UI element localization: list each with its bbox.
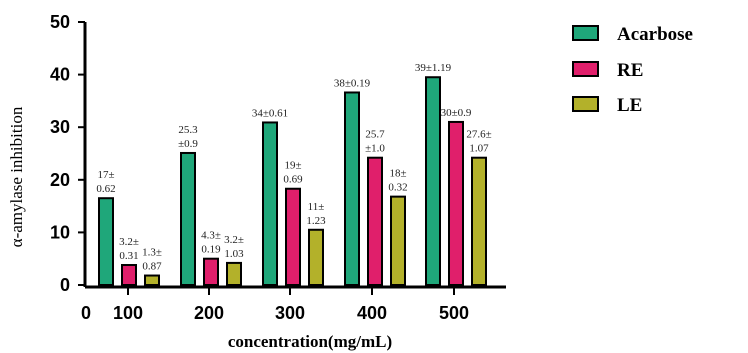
data-label: 39±1.19 <box>415 62 452 74</box>
y-tick-label: 50 <box>50 12 70 32</box>
data-label: 27.6± <box>466 129 491 141</box>
data-label: 19± <box>284 160 301 172</box>
data-label: 34±0.61 <box>252 107 288 119</box>
bar-le-300 <box>308 228 324 287</box>
data-label: 1.3± <box>142 247 162 259</box>
bar-acarbose-400 <box>344 91 360 287</box>
data-label: 17± <box>97 169 114 181</box>
data-label: 30±0.9 <box>441 107 472 119</box>
bar-acarbose-500 <box>425 76 441 287</box>
data-label: 38±0.19 <box>334 77 371 89</box>
legend-label-re: RE <box>617 60 643 81</box>
x-axis-title: concentration(mg/mL) <box>228 332 392 351</box>
y-tick-label: 0 <box>60 275 70 295</box>
y-tick-label: 40 <box>50 65 70 85</box>
data-label: 25.7 <box>365 129 385 141</box>
legend-label-le: LE <box>617 95 642 116</box>
y-tick-label: 10 <box>50 222 70 242</box>
legend-label-acarbose: Acarbose <box>617 24 693 45</box>
x-tick-label: 200 <box>194 303 224 323</box>
x-tick-label: 500 <box>439 303 469 323</box>
bars-layer <box>98 76 487 287</box>
bar-re-300 <box>285 187 301 287</box>
x-tick-label: 400 <box>357 303 387 323</box>
bar-le-200 <box>226 261 242 286</box>
data-label: 0.32 <box>388 182 407 194</box>
x-tick-label: 300 <box>275 303 305 323</box>
y-tick-label: 20 <box>50 170 70 190</box>
bar-le-400 <box>390 195 406 286</box>
bar-acarbose-100 <box>98 197 114 287</box>
bar-re-500 <box>448 120 464 286</box>
legend-swatch-le <box>572 96 599 112</box>
y-ticks: 0 10 20 30 40 50 <box>50 12 85 295</box>
x-tick-label: 100 <box>113 303 143 323</box>
data-label: ±0.9 <box>178 138 198 150</box>
data-label: 3.2± <box>119 236 139 248</box>
data-label: ±1.0 <box>365 143 385 155</box>
bar-le-100 <box>144 274 160 287</box>
data-label: 3.2± <box>224 234 244 246</box>
x-tick-label: 0 <box>81 303 91 323</box>
bar-re-100 <box>121 264 137 286</box>
y-tick-label: 30 <box>50 117 70 137</box>
legend: Acarbose RE LE <box>572 24 693 116</box>
data-label: 4.3± <box>201 230 221 242</box>
data-label: 0.31 <box>119 250 138 262</box>
data-label: 0.19 <box>201 244 221 256</box>
y-axis-title: α-amylase inhibition <box>7 106 26 247</box>
legend-swatch-re <box>572 61 599 77</box>
axes <box>83 22 506 289</box>
data-label: 11± <box>308 201 325 213</box>
data-label: 18± <box>389 168 406 180</box>
data-labels-layer: 17± 0.62 25.3 ±0.9 34±0.61 38±0.19 39±1.19 3.2±… <box>96 62 491 272</box>
bar-le-500 <box>471 156 487 286</box>
data-label: 1.03 <box>224 248 244 260</box>
data-label: 0.69 <box>283 174 303 186</box>
bar-re-400 <box>367 156 383 286</box>
bar-acarbose-200 <box>180 151 196 286</box>
legend-swatch-acarbose <box>572 25 599 41</box>
data-label: 25.3 <box>178 124 198 136</box>
data-label: 1.07 <box>469 143 489 155</box>
data-label: 0.87 <box>142 261 162 273</box>
x-ticks: 0 100 200 300 400 500 <box>81 287 469 323</box>
data-label: 0.62 <box>96 183 115 195</box>
bar-re-200 <box>203 257 219 287</box>
data-label: 1.23 <box>306 215 326 227</box>
bar-acarbose-300 <box>262 121 278 286</box>
